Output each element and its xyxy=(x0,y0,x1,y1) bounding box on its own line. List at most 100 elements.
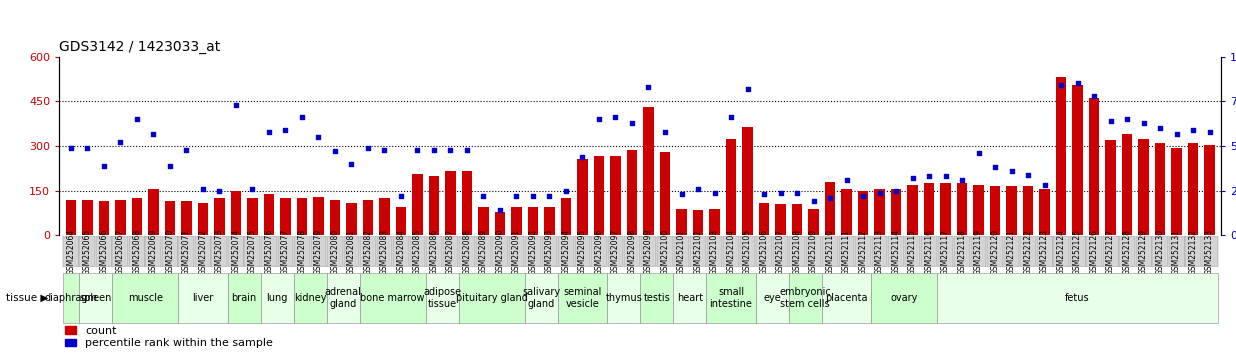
Point xyxy=(193,186,213,192)
Text: GSM252111: GSM252111 xyxy=(842,229,852,275)
Text: GSM252120: GSM252120 xyxy=(990,229,1000,275)
Point xyxy=(523,193,543,199)
Text: GSM252103: GSM252103 xyxy=(709,229,719,275)
Text: GSM252126: GSM252126 xyxy=(1090,229,1099,275)
Text: GSM252128: GSM252128 xyxy=(1122,229,1132,275)
Point xyxy=(507,193,527,199)
FancyBboxPatch shape xyxy=(608,236,623,267)
Text: GSM252081: GSM252081 xyxy=(347,229,356,275)
FancyBboxPatch shape xyxy=(938,236,953,267)
Bar xyxy=(874,189,885,235)
Text: tissue ▶: tissue ▶ xyxy=(6,293,48,303)
Point xyxy=(770,190,790,195)
Text: GSM252067: GSM252067 xyxy=(116,229,125,275)
Bar xyxy=(1039,189,1049,235)
Text: GSM252083: GSM252083 xyxy=(379,229,389,275)
FancyBboxPatch shape xyxy=(1119,236,1135,267)
Bar xyxy=(512,207,522,235)
Text: GSM252094: GSM252094 xyxy=(561,229,571,275)
Text: GSM252087: GSM252087 xyxy=(446,229,455,275)
Bar xyxy=(198,202,209,235)
Text: GSM252132: GSM252132 xyxy=(1189,229,1198,275)
Point xyxy=(803,199,823,204)
FancyBboxPatch shape xyxy=(871,273,937,324)
Bar xyxy=(115,200,126,235)
Bar xyxy=(164,201,176,235)
Point xyxy=(78,145,98,151)
Bar xyxy=(379,198,389,235)
Text: GSM252078: GSM252078 xyxy=(298,229,307,275)
Bar xyxy=(973,185,984,235)
Bar xyxy=(99,201,109,235)
Point xyxy=(1018,172,1038,177)
FancyBboxPatch shape xyxy=(525,273,557,324)
Bar xyxy=(1089,98,1100,235)
Text: GSM252070: GSM252070 xyxy=(166,229,174,275)
Point xyxy=(1117,116,1137,122)
Bar xyxy=(1072,85,1083,235)
FancyBboxPatch shape xyxy=(1037,236,1053,267)
Text: embryonic
stem cells: embryonic stem cells xyxy=(780,287,831,309)
FancyBboxPatch shape xyxy=(624,236,640,267)
FancyBboxPatch shape xyxy=(129,236,145,267)
FancyBboxPatch shape xyxy=(640,273,674,324)
Text: GSM252076: GSM252076 xyxy=(265,229,273,275)
FancyBboxPatch shape xyxy=(112,273,178,324)
Text: GSM252117: GSM252117 xyxy=(941,229,950,275)
Text: diaphragm: diaphragm xyxy=(44,293,98,303)
Bar xyxy=(627,150,638,235)
Bar xyxy=(330,200,340,235)
Point xyxy=(177,147,197,153)
Text: GSM252089: GSM252089 xyxy=(480,229,488,275)
FancyBboxPatch shape xyxy=(739,236,755,267)
Text: lung: lung xyxy=(267,293,288,303)
Point xyxy=(738,86,758,92)
Bar xyxy=(792,204,802,235)
Point xyxy=(787,190,807,195)
Text: GSM252107: GSM252107 xyxy=(776,229,785,275)
FancyBboxPatch shape xyxy=(1069,236,1085,267)
Bar xyxy=(1172,148,1182,235)
FancyBboxPatch shape xyxy=(707,236,722,267)
Bar xyxy=(1204,144,1215,235)
FancyBboxPatch shape xyxy=(772,236,789,267)
Text: small
intestine: small intestine xyxy=(709,287,753,309)
FancyBboxPatch shape xyxy=(806,236,822,267)
Text: GSM252101: GSM252101 xyxy=(677,229,686,275)
Bar xyxy=(775,204,786,235)
Bar xyxy=(709,209,719,235)
FancyBboxPatch shape xyxy=(426,236,442,267)
FancyBboxPatch shape xyxy=(822,236,838,267)
FancyBboxPatch shape xyxy=(723,236,739,267)
Point xyxy=(292,115,311,120)
Bar xyxy=(1056,78,1067,235)
Text: GSM252075: GSM252075 xyxy=(248,229,257,275)
FancyBboxPatch shape xyxy=(96,236,111,267)
Bar xyxy=(561,198,571,235)
FancyBboxPatch shape xyxy=(492,236,508,267)
Text: GSM252130: GSM252130 xyxy=(1156,229,1164,275)
Point xyxy=(1035,183,1054,188)
FancyBboxPatch shape xyxy=(889,236,904,267)
Text: GSM252114: GSM252114 xyxy=(891,229,901,275)
Bar xyxy=(1105,140,1116,235)
FancyBboxPatch shape xyxy=(1103,236,1119,267)
Point xyxy=(110,139,130,145)
Point xyxy=(1151,125,1170,131)
Text: salivary
gland: salivary gland xyxy=(522,287,560,309)
Bar xyxy=(742,127,753,235)
Point xyxy=(572,154,592,160)
FancyBboxPatch shape xyxy=(674,236,690,267)
FancyBboxPatch shape xyxy=(459,273,525,324)
FancyBboxPatch shape xyxy=(294,236,310,267)
Bar xyxy=(941,183,950,235)
Text: GDS3142 / 1423033_at: GDS3142 / 1423033_at xyxy=(59,40,220,54)
Text: GSM252122: GSM252122 xyxy=(1023,229,1032,275)
Text: GSM252066: GSM252066 xyxy=(99,229,109,275)
Bar xyxy=(692,210,703,235)
FancyBboxPatch shape xyxy=(146,236,162,267)
FancyBboxPatch shape xyxy=(822,273,871,324)
Bar xyxy=(231,191,241,235)
Text: GSM252125: GSM252125 xyxy=(1073,229,1082,275)
Point xyxy=(688,186,708,192)
